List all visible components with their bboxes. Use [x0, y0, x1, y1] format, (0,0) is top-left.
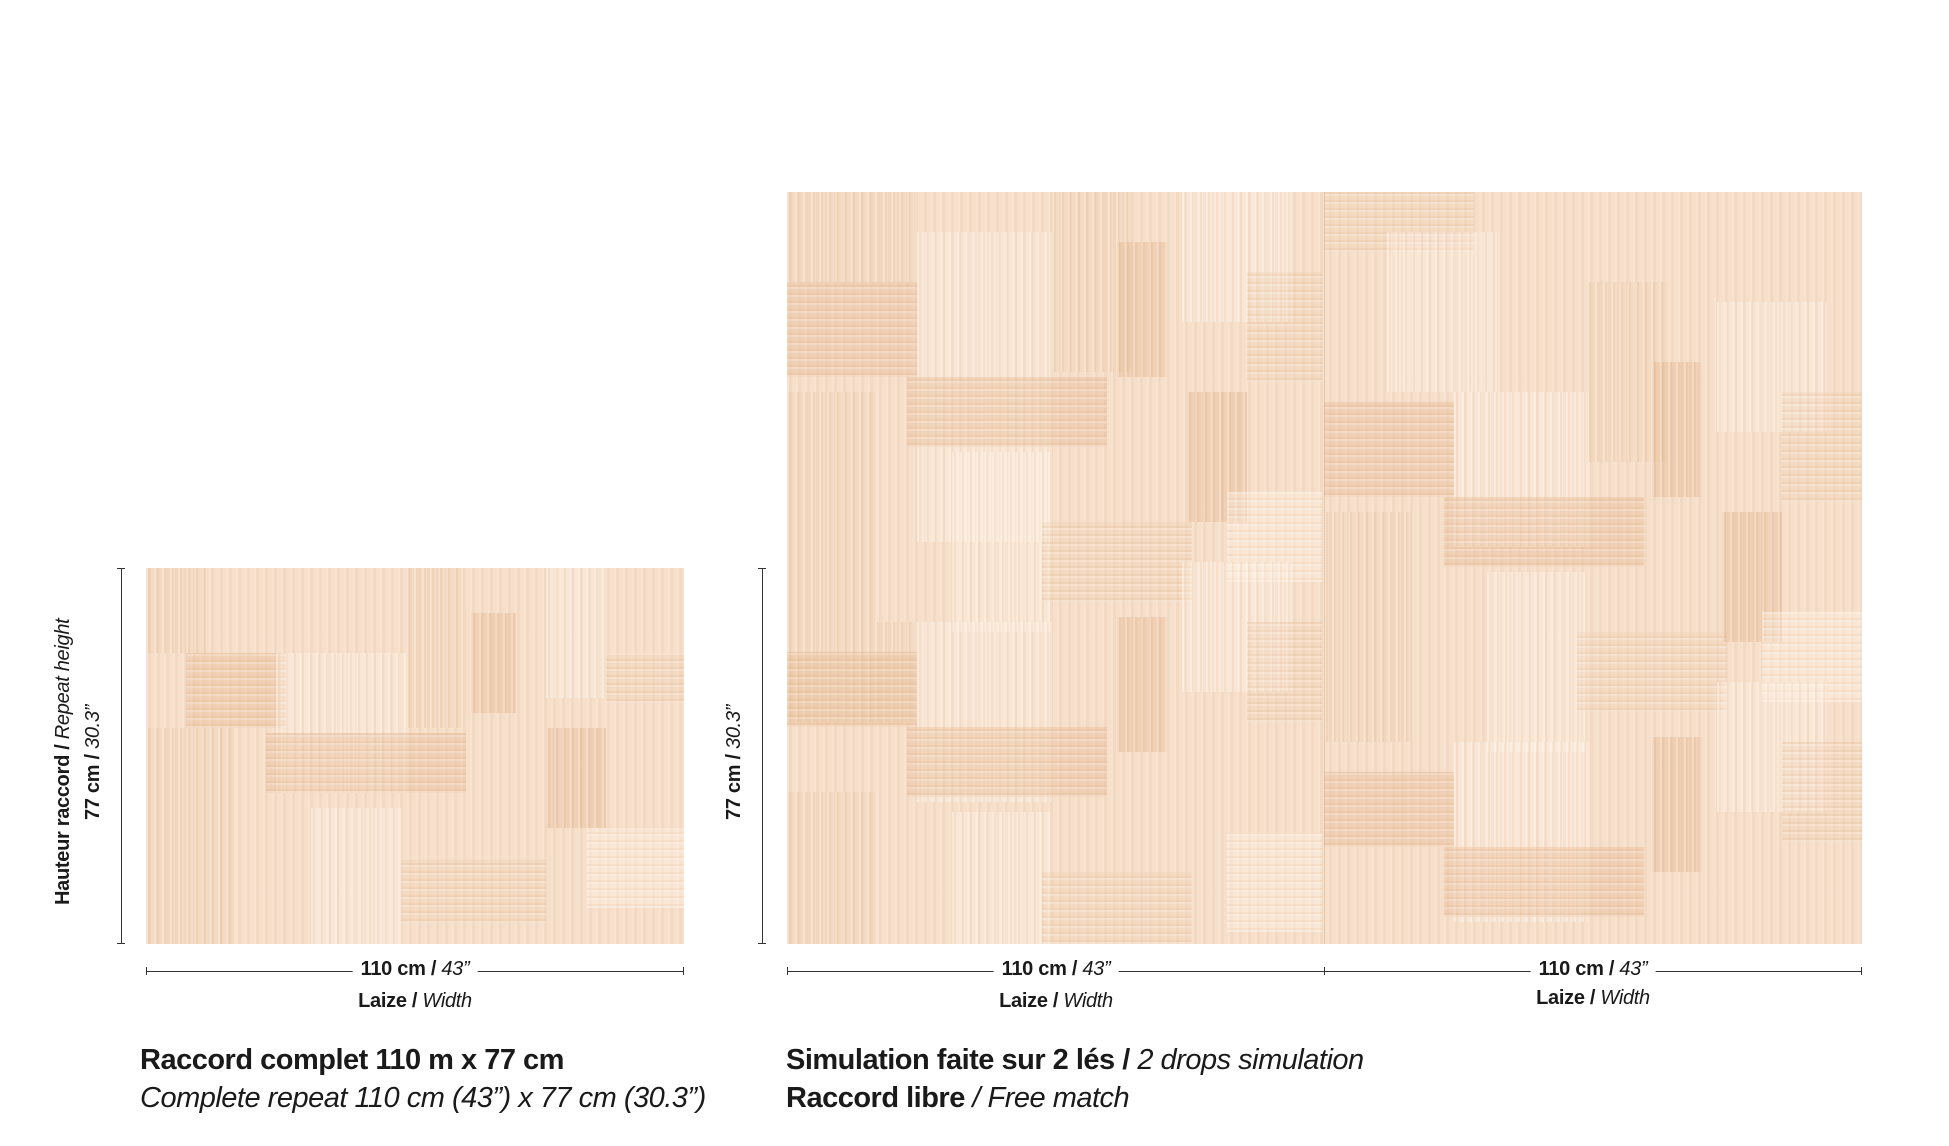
drop2-width-cm: 110 cm / [1538, 958, 1615, 980]
sample-caption-line1-text: Raccord complet 110 m x 77 cm [140, 1044, 564, 1076]
repeat-height-cm: 77 cm / [82, 754, 104, 820]
drop2-width-label: Laize / Width [1536, 987, 1650, 1010]
repeat-height-value: 77 cm / 30.3” [82, 705, 105, 820]
simulation-caption-line1-fr: Simulation faite sur 2 lés / [786, 1044, 1130, 1076]
drop2-width-value: 110 cm / 43” [1530, 958, 1656, 981]
drop2-width-in: 43” [1619, 958, 1648, 980]
drop1-width-label: Laize / Width [999, 990, 1113, 1013]
sample-width-label-fr: Laize / [358, 990, 418, 1012]
simulation-caption-line1-en: 2 drops simulation [1137, 1044, 1364, 1076]
simulation-height-cm: 77 cm / [723, 754, 745, 820]
sample-caption-line2: Complete repeat 110 cm (43”) x 77 cm (30… [140, 1082, 706, 1115]
sample-width-in: 43” [441, 958, 470, 980]
drop2-width-label-fr: Laize / [1536, 987, 1596, 1009]
height-tick-top [117, 568, 125, 569]
drop1-width-cm: 110 cm / [1001, 958, 1078, 980]
sample-width-cm: 110 cm / [360, 958, 437, 980]
height-dimension-line [121, 568, 122, 944]
drop2-width-label-en: Width [1600, 987, 1650, 1009]
simulation-height-value: 77 cm / 30.3” [723, 705, 746, 820]
sample-width-tick-right [683, 967, 684, 975]
sample-caption-line2-text: Complete repeat 110 cm (43”) x 77 cm (30… [140, 1082, 706, 1114]
repeat-height-in: 30.3” [82, 704, 104, 749]
simulation-width-tick-right [1861, 967, 1862, 975]
simulation-image [787, 192, 1862, 944]
height-tick-bottom [117, 943, 125, 944]
sample-width-tick-left [146, 967, 147, 975]
simulation-caption-line2: Raccord libre / Free match [786, 1082, 1130, 1115]
simulation-caption-line2-en: / Free match [972, 1082, 1130, 1114]
sample-width-label-en: Width [422, 990, 472, 1012]
sample-caption-line1: Raccord complet 110 m x 77 cm [140, 1044, 564, 1077]
simulation-width-tick-left [787, 967, 788, 975]
sample-width-label: Laize / Width [358, 990, 472, 1013]
drop1-width-in: 43” [1082, 958, 1111, 980]
repeat-height-label-fr: Hauteur raccord / [52, 744, 74, 905]
simulation-height-in: 30.3” [723, 704, 745, 749]
simulation-height-tick-top [758, 568, 766, 569]
drop1-width-label-en: Width [1063, 990, 1113, 1012]
sample-width-value: 110 cm / 43” [352, 958, 478, 981]
drop1-width-label-fr: Laize / [999, 990, 1059, 1012]
repeat-height-label-en: Repeat height [52, 618, 74, 740]
simulation-height-line [762, 568, 763, 944]
simulation-width-tick-middle [1324, 967, 1325, 975]
simulation-height-tick-bottom [758, 943, 766, 944]
repeat-sample-image [146, 568, 684, 944]
drop1-width-value: 110 cm / 43” [993, 958, 1119, 981]
simulation-caption-line2-fr: Raccord libre [786, 1082, 965, 1114]
simulation-caption-line1: Simulation faite sur 2 lés / 2 drops sim… [786, 1044, 1364, 1077]
repeat-height-label: Hauteur raccord / Repeat height [52, 619, 75, 905]
